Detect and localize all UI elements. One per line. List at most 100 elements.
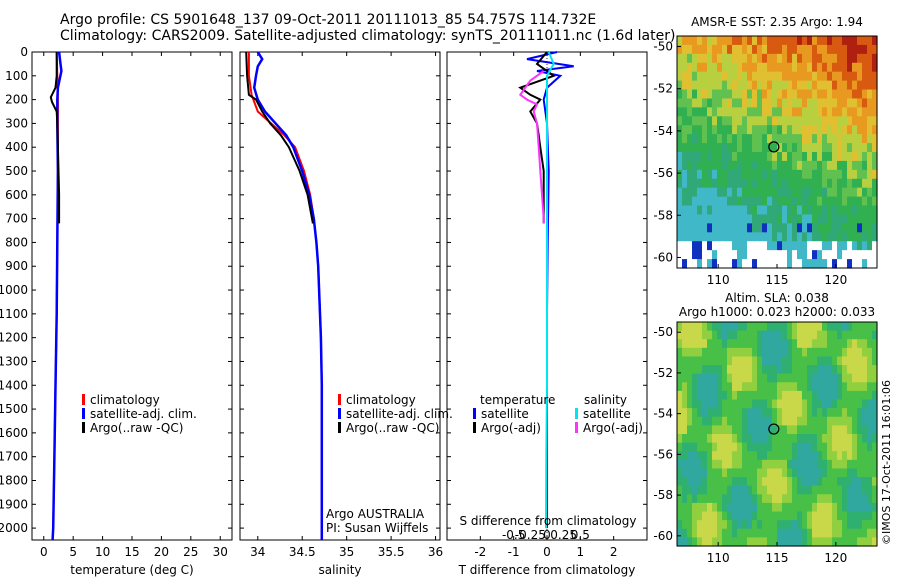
map-cell [737, 53, 743, 64]
map-cell [827, 169, 833, 180]
map-cell [852, 477, 858, 487]
map-cell [802, 485, 808, 495]
map-cell [842, 107, 848, 117]
map-cell [862, 347, 868, 358]
map-cell [807, 62, 813, 73]
map-cell [752, 468, 758, 478]
map-cell [797, 223, 803, 233]
map-cell [832, 322, 838, 332]
map-cell [707, 107, 713, 117]
map-cell [792, 44, 798, 55]
map-cell [752, 330, 758, 340]
map-cell [777, 134, 783, 144]
map-cell [707, 382, 713, 392]
map-cell [837, 250, 843, 260]
map-cell [852, 365, 858, 375]
map-cell [837, 502, 843, 513]
map-cell [827, 80, 833, 91]
map-cell [757, 160, 763, 171]
map-cell [862, 485, 868, 495]
map-cell [767, 241, 773, 251]
map-cell [857, 322, 863, 332]
map-cell [777, 511, 783, 521]
map-cell [837, 125, 843, 135]
map-cell [742, 347, 748, 358]
map-cell [682, 511, 688, 521]
map-cell [822, 187, 828, 198]
map-cell [752, 390, 758, 401]
map-cell [712, 382, 718, 392]
map-cell [777, 322, 783, 332]
map-cell [767, 36, 773, 46]
map-cell [842, 187, 848, 198]
map-cell [737, 98, 743, 108]
map-cell [707, 330, 713, 340]
map-cell [767, 196, 773, 207]
map-cell [787, 160, 793, 171]
map-cell [812, 241, 818, 251]
map-cell [717, 80, 723, 91]
map-cell [727, 537, 733, 547]
map-cell [792, 365, 798, 375]
map-cell [777, 143, 783, 153]
map-cell [712, 459, 718, 470]
map-cell [742, 416, 748, 426]
map-cell [692, 442, 698, 452]
map-cell [747, 373, 753, 383]
map-cell [747, 330, 753, 340]
map-cell [807, 537, 813, 547]
map-cell [832, 390, 838, 401]
map-cell [702, 451, 708, 461]
map-cell [762, 494, 768, 504]
map-cell [742, 259, 748, 269]
map-cell [797, 178, 803, 189]
map-cell [782, 107, 788, 117]
map-cell [747, 511, 753, 521]
map-cell [842, 468, 848, 478]
map-cell [817, 241, 823, 251]
map-cell [842, 425, 848, 435]
map-cell [772, 468, 778, 478]
map-cell [677, 98, 683, 108]
map-cell [842, 250, 848, 260]
map-cell [737, 494, 743, 504]
map-cell [812, 382, 818, 392]
map-cell [752, 373, 758, 383]
map-cell [682, 520, 688, 530]
map-cell [762, 143, 768, 153]
map-cell [677, 339, 683, 349]
map-cell [777, 339, 783, 349]
map-cell [807, 339, 813, 349]
map-cell [797, 36, 803, 46]
map-cell [697, 223, 703, 233]
map-cell [747, 169, 753, 180]
map-cell [767, 330, 773, 340]
map-cell [772, 416, 778, 426]
map-y-tick-label: -54 [653, 124, 673, 138]
map-cell [717, 214, 723, 224]
map-cell [677, 214, 683, 224]
map-cell [837, 477, 843, 487]
map-cell [752, 528, 758, 538]
map-cell [687, 382, 693, 392]
map-cell [767, 502, 773, 513]
map-cell [822, 125, 828, 135]
map-cell [732, 520, 738, 530]
map-cell [732, 494, 738, 504]
map-cell [762, 107, 768, 117]
map-cell [792, 382, 798, 392]
map-cell [852, 502, 858, 513]
map-cell [862, 71, 868, 82]
map-cell [707, 511, 713, 521]
map-cell [807, 356, 813, 366]
map-cell [827, 36, 833, 46]
map-cell [712, 416, 718, 426]
map-cell [742, 223, 748, 233]
map-cell [787, 53, 793, 64]
map-cell [737, 502, 743, 513]
map-cell [827, 468, 833, 478]
map-cell [782, 408, 788, 418]
map-cell [717, 89, 723, 100]
map-cell [712, 98, 718, 108]
map-cell [852, 459, 858, 470]
